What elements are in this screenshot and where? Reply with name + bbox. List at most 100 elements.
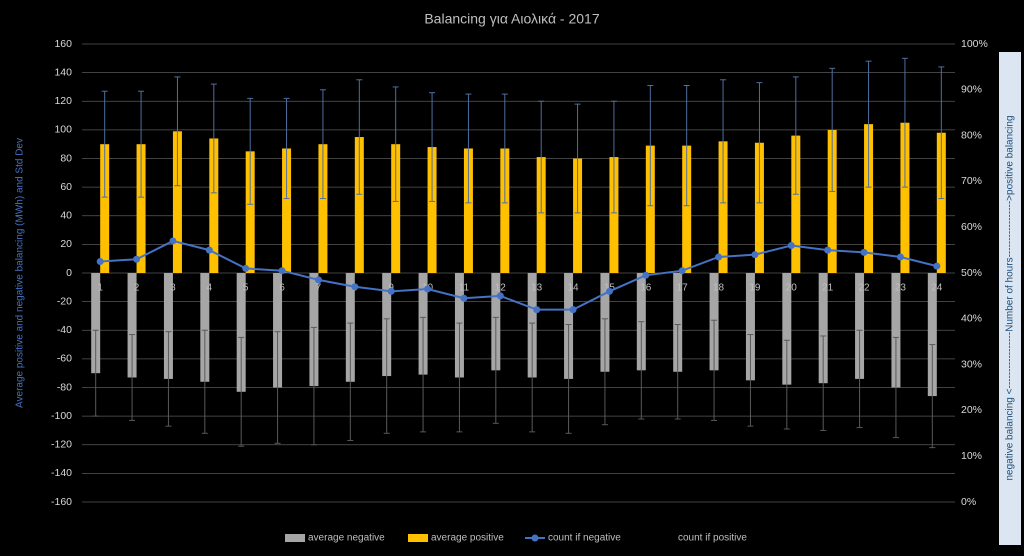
- y-tick-label: -140: [51, 467, 72, 479]
- error-bar: [247, 97, 254, 205]
- line-point: [496, 292, 504, 300]
- error-bar: [274, 331, 281, 444]
- error-bar: [747, 334, 754, 427]
- bar: [754, 142, 764, 273]
- line-point: [242, 264, 250, 272]
- line-point: [205, 246, 213, 254]
- y-tick-label: -60: [57, 353, 72, 365]
- bar: [463, 148, 473, 273]
- y-tick-label: 80: [60, 152, 72, 164]
- bar: [864, 124, 874, 274]
- line-point: [569, 306, 577, 314]
- bar: [927, 273, 937, 397]
- bar: [282, 148, 292, 273]
- y2-tick-label: 0%: [961, 496, 976, 508]
- error-bar: [492, 316, 499, 424]
- error-bar: [820, 335, 827, 431]
- x-tick-label: 4: [207, 283, 213, 294]
- bar: [855, 273, 865, 379]
- line-point: [424, 285, 432, 293]
- error-bar: [901, 57, 908, 188]
- legend-marker: [531, 534, 539, 542]
- line-point: [751, 251, 759, 259]
- error-bar: [792, 76, 799, 195]
- error-bar: [720, 79, 727, 204]
- y2-tick-label: 30%: [961, 358, 982, 370]
- error-bar: [938, 66, 945, 200]
- chart-title: Balancing για Αιολικά - 2017: [424, 11, 600, 27]
- x-tick-label: 2: [134, 283, 140, 294]
- error-bar: [529, 322, 536, 433]
- error-bar: [383, 318, 390, 434]
- error-bar: [238, 336, 245, 447]
- x-tick-label: 14: [568, 283, 580, 294]
- bar: [273, 273, 283, 388]
- error-bar: [856, 329, 863, 429]
- error-bar: [465, 93, 472, 204]
- bar: [818, 273, 828, 384]
- y-tick-label: 0: [66, 267, 72, 279]
- error-bar: [319, 89, 326, 200]
- error-bar: [565, 324, 572, 434]
- x-tick-label: 20: [786, 283, 798, 294]
- line-point: [860, 248, 868, 256]
- line-point: [533, 306, 541, 314]
- error-bar: [429, 92, 436, 202]
- line-point: [460, 294, 468, 302]
- y2-tick-label: 10%: [961, 450, 982, 462]
- error-bar: [201, 329, 208, 434]
- y-tick-label: 20: [60, 238, 72, 250]
- x-tick-label: 18: [713, 283, 725, 294]
- legend-label: count if negative: [548, 533, 621, 544]
- y-tick-label: 40: [60, 210, 72, 222]
- y2-axis-label: negative balancing <-----------------Num…: [1005, 115, 1016, 480]
- y2-tick-label: 20%: [961, 404, 982, 416]
- legend-swatch: [408, 534, 428, 542]
- error-bar: [420, 316, 427, 433]
- error-bar: [501, 93, 508, 204]
- bar: [900, 122, 910, 273]
- line-point: [278, 267, 286, 275]
- bar: [100, 144, 110, 273]
- error-bar: [174, 76, 181, 187]
- x-tick-label: 22: [859, 283, 871, 294]
- y2-tick-label: 100%: [961, 38, 988, 50]
- error-bar: [610, 100, 617, 214]
- bar: [427, 147, 437, 273]
- bar: [127, 273, 137, 378]
- bar: [209, 138, 219, 273]
- y-axis-label: Average positive and negative balancing …: [15, 138, 26, 408]
- x-tick-label: 5: [243, 283, 249, 294]
- bar: [891, 273, 901, 388]
- bar: [236, 273, 246, 392]
- x-tick-label: 6: [279, 283, 285, 294]
- y-tick-label: 120: [54, 95, 72, 107]
- line-point: [933, 262, 941, 270]
- bar: [136, 144, 146, 273]
- error-bar: [574, 103, 581, 214]
- line-point: [605, 287, 613, 295]
- bar: [745, 273, 755, 381]
- y2-tick-label: 90%: [961, 84, 982, 96]
- bar: [318, 144, 328, 273]
- error-bar: [210, 83, 217, 194]
- line-point: [787, 242, 795, 250]
- error-bar: [756, 82, 763, 204]
- line-point: [387, 287, 395, 295]
- error-bar: [92, 329, 99, 417]
- error-bar: [356, 79, 363, 195]
- line-point: [896, 253, 904, 261]
- line-point: [314, 276, 322, 284]
- bar: [782, 273, 792, 385]
- y-tick-label: -80: [57, 381, 72, 393]
- error-bar: [711, 319, 718, 421]
- error-bar: [538, 100, 545, 214]
- x-tick-label: 1: [97, 283, 103, 294]
- bar: [827, 129, 837, 273]
- y-tick-label: 60: [60, 181, 72, 193]
- legend-marker: [661, 534, 669, 542]
- y-tick-label: 160: [54, 38, 72, 50]
- bar: [673, 273, 683, 372]
- error-bar: [129, 334, 136, 421]
